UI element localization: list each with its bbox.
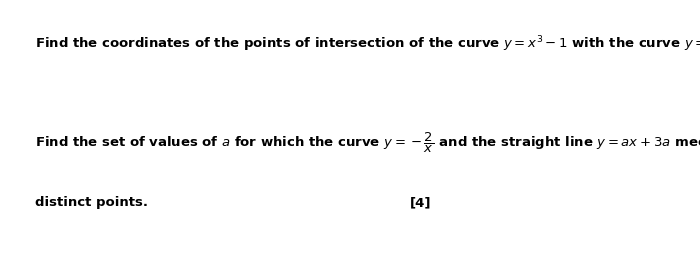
Text: Find the coordinates of the points of intersection of the curve $y = x^3 - 1$ wi: Find the coordinates of the points of in… [35, 34, 700, 54]
Text: [4]: [4] [410, 196, 431, 209]
Text: distinct points.: distinct points. [35, 196, 148, 209]
Text: Find the set of values of $a$ for which the curve $y = -\dfrac{2}{x}$ and the st: Find the set of values of $a$ for which … [35, 130, 700, 155]
